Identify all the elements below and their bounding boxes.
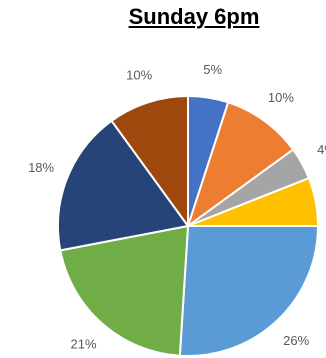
data-label-1: 5% — [203, 62, 222, 77]
pie-slice-5 — [178, 225, 319, 357]
data-label-5: 26% — [283, 333, 309, 348]
pie-slice-6 — [59, 225, 189, 357]
pie-slice-2 — [187, 101, 295, 227]
data-label-7: 18% — [28, 160, 54, 175]
pie-slice-8 — [110, 95, 189, 227]
data-label-2: 10% — [268, 90, 294, 105]
pie-slices — [57, 95, 319, 357]
chart-title: Sunday 6pm — [128, 4, 260, 29]
data-label-3: 4% — [317, 142, 326, 157]
pie-slice-7 — [57, 119, 189, 252]
pie-data-labels: 5% 10% 4% 26% 21% 18% 10% — [28, 62, 326, 352]
data-label-6: 21% — [70, 337, 96, 352]
data-label-8: 10% — [126, 68, 152, 83]
